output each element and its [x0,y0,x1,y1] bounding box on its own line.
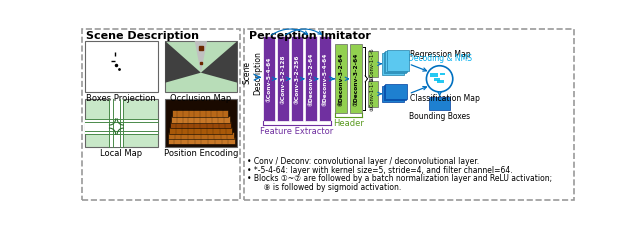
Bar [385,51,407,72]
Text: ③Conv-3-2-256: ③Conv-3-2-256 [294,54,300,104]
Bar [437,80,444,83]
Bar [172,110,228,117]
Bar [277,37,289,121]
Text: ⑧Conv-1-1-6: ⑧Conv-1-1-6 [370,47,375,81]
Text: ⑦Deconv-3-2-64: ⑦Deconv-3-2-64 [353,52,358,106]
Text: Decoding & NMS: Decoding & NMS [408,54,472,63]
Text: Boxes Projection: Boxes Projection [86,94,156,103]
Text: Classification Map: Classification Map [410,94,480,103]
Bar [384,52,406,74]
Bar [367,81,378,106]
Bar [382,53,404,75]
Text: Position Encoding: Position Encoding [164,149,238,158]
Bar [85,41,157,92]
Text: ⑤Deconv-5-4-64: ⑤Deconv-5-4-64 [323,52,328,106]
Bar [263,37,275,121]
Bar [367,51,378,76]
Bar [382,86,404,101]
Bar [384,85,406,100]
Bar [171,116,230,123]
Text: ④Deconv-3-2-64: ④Deconv-3-2-64 [308,52,314,106]
Text: ②Conv-3-2-128: ②Conv-3-2-128 [280,54,285,104]
Text: Regression Map: Regression Map [410,50,471,59]
Text: Perception Imitator: Perception Imitator [249,31,371,41]
Bar [319,37,331,121]
Polygon shape [165,41,201,83]
Bar [81,29,241,200]
Bar [291,37,303,121]
Bar [434,78,440,81]
Polygon shape [201,41,237,83]
Bar [387,49,408,71]
Polygon shape [195,41,207,73]
Text: Scene
Description: Scene Description [242,51,262,95]
Bar [305,37,317,121]
Bar [168,132,234,139]
Text: Feature Extractor: Feature Extractor [260,127,333,136]
Bar [349,44,362,114]
Bar [429,96,451,110]
Bar [165,99,237,147]
Bar [85,119,157,134]
Text: ⑨ is followed by sigmoid activation.: ⑨ is followed by sigmoid activation. [248,183,402,192]
Circle shape [426,66,452,92]
Bar [440,73,445,75]
Text: Occlusion Map: Occlusion Map [170,94,232,103]
Text: ⑥Deconv-3-2-64: ⑥Deconv-3-2-64 [339,52,344,106]
Bar [85,99,157,147]
Bar [109,99,124,147]
Bar [168,137,235,144]
Bar [430,73,438,77]
Text: ①Conv-5-4-64: ①Conv-5-4-64 [267,56,271,101]
Bar [244,29,575,200]
Text: • *-5-4-64: layer with kernel size=5, stride=4, and filter channel=64.: • *-5-4-64: layer with kernel size=5, st… [248,166,513,175]
Bar [335,44,348,114]
Text: ⑨Conv-1-1-1: ⑨Conv-1-1-1 [370,77,375,111]
Bar [169,127,232,133]
Text: Header: Header [333,119,364,128]
Bar [385,84,407,99]
Bar [165,41,237,92]
Text: Bounding Boxes: Bounding Boxes [409,112,470,121]
Text: • Conv / Deconv: convolutional layer / deconvolutional layer.: • Conv / Deconv: convolutional layer / d… [248,157,479,166]
Text: Local Map: Local Map [100,149,142,158]
Bar [170,121,231,128]
Text: • Blocks ①~⑦ are followed by a batch normalization layer and ReLU activation;: • Blocks ①~⑦ are followed by a batch nor… [248,174,552,183]
Text: Scene Description: Scene Description [86,31,199,41]
